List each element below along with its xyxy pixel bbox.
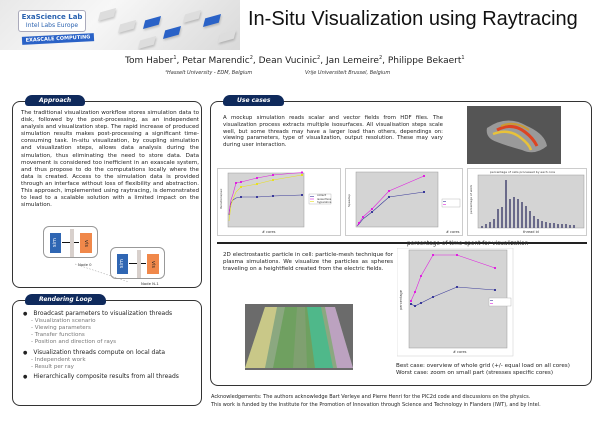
svg-text:Speedup: Speedup: [347, 194, 351, 207]
use-cases-tag: Use cases: [223, 95, 285, 106]
use-case-1-text: A mockup simulation reads scalar and vec…: [223, 115, 443, 149]
author: Philippe Bekaert: [387, 56, 462, 66]
header-banner: ExaScience Lab Intel Labs Europe EXASCAL…: [0, 0, 240, 50]
legend-item: isosurface: [317, 196, 332, 201]
cube-decoration: [143, 16, 161, 29]
approach-panel: Approach The traditional visualization w…: [12, 95, 202, 288]
legend-item: collect: [317, 193, 327, 197]
interface-bar: [70, 229, 74, 257]
author: Tom Haber: [125, 56, 174, 66]
node-n-label: Node N-1: [141, 281, 159, 286]
exascience-logo: ExaScience Lab Intel Labs Europe: [18, 10, 86, 32]
list-subitem: - Visualization scenario: [31, 318, 96, 324]
node-0-diagram: sim vis: [43, 226, 98, 258]
approach-tag: Approach: [25, 95, 86, 106]
logo-strip: EXASCALE COMPUTING: [21, 33, 95, 45]
list-item: Hierarchically composite results from al…: [23, 373, 179, 381]
cube-decoration: [98, 8, 116, 21]
x-axis-label: thread id: [523, 230, 539, 234]
particle-render-image: [245, 304, 353, 370]
node-0-label: Node 0: [78, 262, 92, 267]
logo-line2: Intel Labs Europe: [25, 22, 79, 29]
caption-best-case: Best case: overview of whole grid (+/- e…: [396, 363, 570, 369]
logo-line1: ExaScience Lab: [21, 13, 83, 21]
caption-worst-case: Worst case: zoom on small part (stresses…: [396, 370, 554, 376]
legend-item: hyperslice: [317, 200, 332, 205]
isosurface-render-image: [467, 106, 561, 164]
bars: [481, 180, 575, 228]
use-case-2-text: 2D electrostastic particle in cell: part…: [223, 252, 393, 272]
cube-decoration: [163, 26, 181, 39]
chart-4-svg: percentage: [397, 248, 514, 357]
cube-decoration: [138, 36, 156, 49]
chart-time-visualization: percentage of time spent for visualizati…: [397, 241, 528, 358]
chart-speedup: Speedup # cores: [345, 168, 463, 236]
interface-bar: [137, 250, 141, 278]
chart-title: percentage of cells processed by each co…: [490, 170, 556, 174]
list-subitem: - Independent work: [31, 356, 86, 363]
svg-text:Iterations/sec: Iterations/sec: [219, 188, 223, 209]
author-list: Tom Haber1, Petar Marendic2, Dean Vucini…: [125, 55, 465, 66]
poster-title: In-Situ Visualization using Raytracing: [248, 8, 578, 30]
cube-decoration: [183, 10, 201, 23]
dashed-connector: [74, 263, 130, 283]
section-divider: [217, 242, 587, 244]
chart-legend: collect isosurface hyperslice: [315, 193, 333, 205]
chart-title: percentage of time spent for visualizati…: [407, 241, 529, 247]
use-cases-panel: Use cases A mockup simulation reads scal…: [210, 95, 592, 386]
rendering-loop-tag: Rendering Loop: [25, 294, 107, 305]
isosurface-shape: [486, 120, 547, 153]
list-subitem: - Result per ray: [31, 363, 74, 370]
chart-1-svg: Iterations/sec: [219, 171, 332, 228]
x-axis-label: # cores: [446, 230, 460, 234]
ack-line-2: This work is funded by the Institute for…: [211, 401, 541, 408]
rendering-loop-list: Broadcast parameters to visualization th…: [23, 310, 179, 381]
rendering-loop-panel: Rendering Loop Broadcast parameters to v…: [12, 294, 202, 406]
x-axis-label: # cores: [453, 350, 467, 354]
cube-decoration: [218, 30, 236, 43]
approach-text: The traditional visualization workflow s…: [21, 110, 199, 209]
svg-text:percentage of work: percentage of work: [469, 185, 473, 214]
vis-block: vis: [80, 233, 92, 253]
chart-iterations-per-sec: Iterations/sec # cores collect isosurfac…: [217, 168, 341, 236]
author: Jan Lemeire: [325, 56, 379, 66]
list-item: Visualization threads compute on local d…: [23, 349, 179, 357]
sim-block: sim: [50, 233, 61, 253]
chart-2-svg: Speedup: [347, 171, 461, 228]
author: Dean Vucinic: [258, 56, 318, 66]
vis-block: vis: [147, 254, 159, 274]
svg-text:percentage: percentage: [399, 290, 403, 310]
list-subitem: - Transfer functions: [31, 331, 85, 338]
cube-decoration: [118, 20, 136, 33]
affiliation-2: Vrije Universiteit Brussel, Belgium: [305, 70, 391, 76]
list-subitem: - Position and direction of rays: [31, 338, 117, 345]
particle-heightfield: [245, 307, 353, 368]
cube-decoration: [203, 14, 221, 27]
author: Petar Marendic: [182, 56, 250, 66]
chart-percentage-cells: percentage of work percentage of cells p…: [467, 168, 587, 236]
node-n-diagram: sim vis: [110, 247, 165, 279]
list-item: Broadcast parameters to visualization th…: [23, 310, 179, 318]
acknowledgements: Acknowledgements: The authors acknowledg…: [211, 394, 541, 409]
ack-line-1: Acknowledgements: The authors acknowledg…: [211, 394, 531, 400]
affiliation-1: ¹Hasselt University - EDM, Belgium: [165, 70, 253, 76]
chart-3-svg: percentage of work: [469, 174, 585, 229]
list-subitem: - Viewing parameters: [31, 324, 91, 331]
x-axis-label: # cores: [262, 230, 276, 234]
